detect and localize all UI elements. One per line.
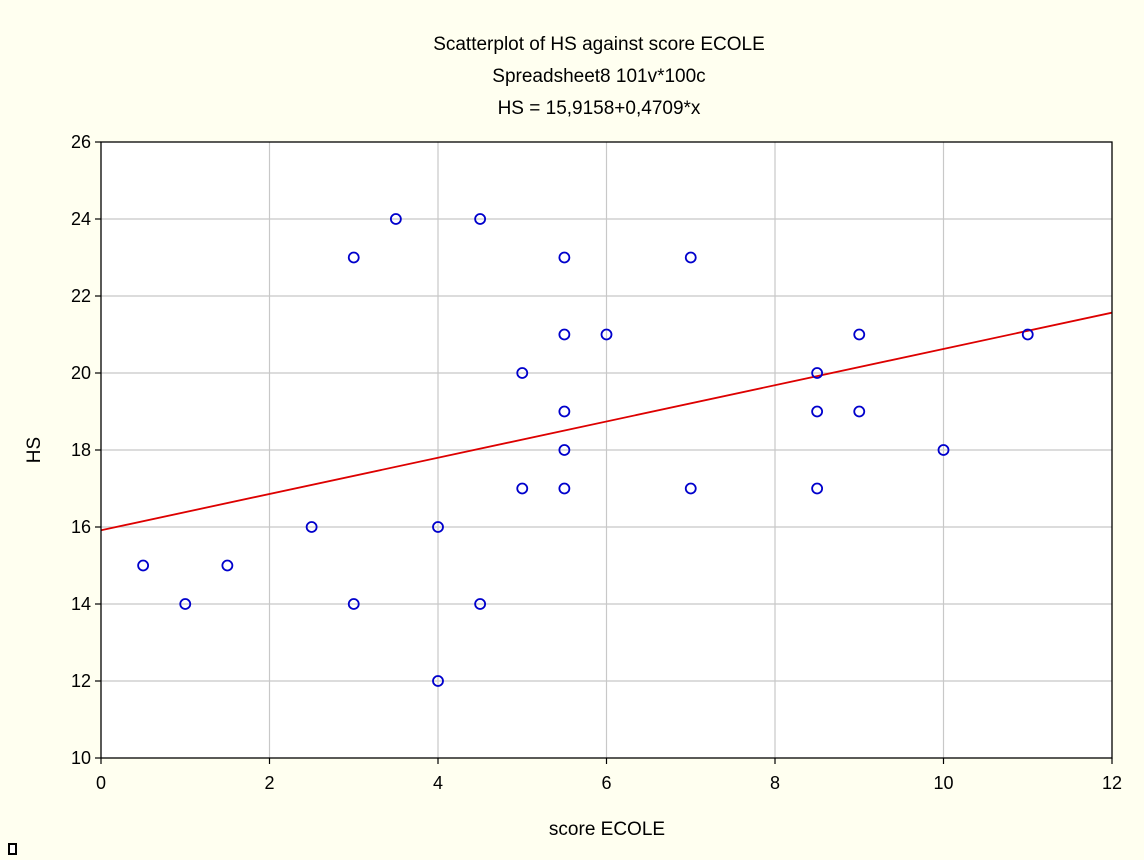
y-axis-ticks: 10 12 14 16 18 20 22 24 26 (71, 132, 101, 768)
data-point-16 (558, 444, 571, 456)
y-tick-label-8: 26 (71, 132, 91, 152)
data-point-2 (221, 559, 234, 572)
plot-frame (100, 141, 1113, 759)
data-point-10 (474, 598, 487, 610)
plot-content (101, 213, 1112, 687)
x-axis-ticks: 0 2 4 6 8 10 12 (96, 758, 1122, 793)
data-point-18 (600, 328, 613, 341)
regression-equation: HS = 15,9158+0,4709*x (498, 98, 701, 119)
chart-subtitle: Spreadsheet8 101v*100c (492, 66, 705, 87)
y-tick-label-0: 10 (71, 748, 91, 768)
regression-line (101, 311, 1112, 532)
x-tick-label-0: 0 (96, 773, 106, 793)
x-tick-label-3: 6 (601, 773, 611, 793)
y-tick-label-2: 14 (71, 594, 91, 614)
data-point-1 (179, 598, 192, 610)
data-point-8 (432, 675, 444, 687)
data-point-9 (474, 213, 487, 225)
data-points (137, 213, 1034, 687)
y-axis-label: HS (24, 437, 45, 463)
data-point-13 (558, 251, 571, 264)
x-tick-label-2: 4 (433, 773, 443, 793)
y-tick-label-5: 20 (71, 363, 91, 383)
data-point-7 (432, 521, 444, 533)
data-point-27 (1021, 328, 1034, 341)
data-point-21 (811, 367, 824, 379)
corner-marker (8, 843, 17, 855)
data-point-23 (811, 482, 824, 495)
x-tick-label-4: 8 (770, 773, 780, 793)
x-axis-label: score ECOLE (549, 819, 665, 840)
data-point-6 (389, 213, 402, 225)
data-point-4 (347, 251, 360, 264)
data-point-26 (937, 444, 950, 456)
y-tick-label-6: 22 (71, 286, 91, 306)
data-point-17 (558, 482, 571, 495)
x-tick-label-1: 2 (264, 773, 274, 793)
data-point-3 (305, 521, 318, 533)
data-point-24 (853, 328, 866, 341)
data-point-15 (558, 405, 571, 418)
data-point-19 (684, 251, 697, 264)
data-point-0 (137, 559, 150, 572)
data-point-14 (558, 328, 571, 341)
y-tick-label-4: 18 (71, 440, 91, 460)
chart-title: Scatterplot of HS against score ECOLE (433, 34, 765, 55)
data-point-11 (516, 367, 529, 379)
data-point-20 (684, 482, 697, 495)
grid-lines (101, 142, 1112, 758)
x-tick-label-5: 10 (933, 773, 953, 793)
y-tick-label-3: 16 (71, 517, 91, 537)
data-point-12 (516, 482, 529, 495)
x-tick-label-6: 12 (1102, 773, 1122, 793)
data-point-5 (347, 598, 360, 610)
y-tick-label-1: 12 (71, 671, 91, 691)
y-tick-label-7: 24 (71, 209, 91, 229)
data-point-25 (853, 405, 866, 418)
data-point-22 (811, 405, 824, 418)
